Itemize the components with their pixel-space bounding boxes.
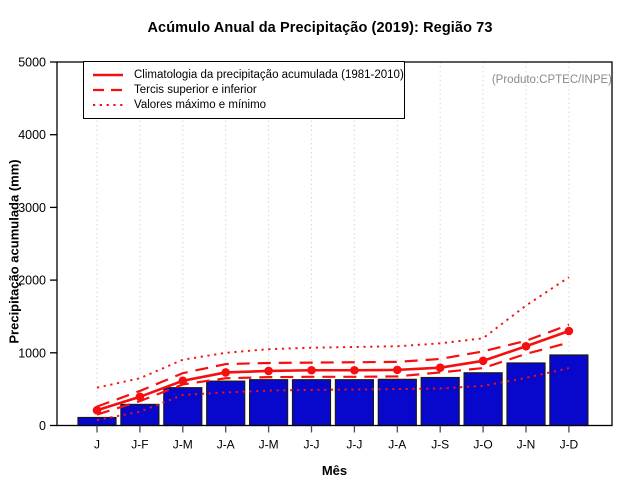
extreme-line [96, 367, 570, 421]
climatology-point [435, 363, 445, 373]
climatology-point [178, 376, 188, 386]
tercile-line [96, 323, 570, 408]
x-tick-label: J-F [131, 438, 148, 452]
x-tick-label: J-O [473, 438, 492, 452]
bar [206, 380, 246, 427]
legend-item-label: Climatologia da precipitação acumulada (… [134, 68, 404, 81]
y-tick-label: 1000 [18, 346, 46, 360]
x-tick-label: J-A [388, 438, 406, 452]
y-tick-label: 0 [39, 419, 46, 433]
legend-line-sample-solid [92, 66, 124, 84]
tercile-line [96, 341, 570, 416]
x-tick-label: J-M [259, 438, 279, 452]
climatology-point [564, 326, 574, 336]
bar [549, 354, 589, 427]
x-axis-label: Mês [321, 463, 348, 478]
bar [463, 372, 503, 427]
legend-item-label: Valores máximo e mínimo [134, 98, 267, 111]
x-tick-label: J-J [346, 438, 362, 452]
y-tick-label: 2000 [18, 274, 46, 288]
legend-line-sample-dashed [92, 81, 124, 99]
climatology-point [307, 365, 316, 375]
x-tick-label: J-J [304, 438, 320, 452]
y-tick-label: 5000 [18, 56, 46, 70]
x-tick-label: J-A [217, 438, 235, 452]
legend-item: Valores máximo e mínimo [92, 97, 396, 112]
x-tick-label: J-S [431, 438, 449, 452]
climatology-point [221, 368, 230, 377]
climatology-point [92, 405, 102, 415]
bar [334, 379, 374, 427]
climatology-point [478, 356, 488, 366]
product-watermark: (Produto:CPTEC/INPE) [491, 74, 612, 86]
y-axis-label: Precipitação acumulada (mm) [6, 159, 22, 344]
legend-item-label: Tercis superior e inferior [134, 83, 257, 96]
y-tick-label: 3000 [18, 201, 46, 215]
bar [377, 378, 417, 427]
bar [291, 379, 332, 427]
x-tick-label: J-M [173, 438, 193, 452]
bar [77, 416, 117, 427]
x-tick-label: J-N [517, 438, 536, 452]
extreme-line [96, 276, 570, 389]
climatology-line [96, 329, 570, 412]
x-tick-label: J [94, 438, 100, 452]
climatology-point [521, 341, 531, 351]
climatology-point [393, 365, 402, 375]
bar [506, 362, 546, 427]
x-tick-label: J-D [560, 438, 579, 452]
y-tick-label: 4000 [18, 128, 46, 142]
legend-line-sample-dotted [92, 96, 124, 114]
legend-item: Climatologia da precipitação acumulada (… [92, 66, 404, 84]
climatology-point [264, 366, 273, 376]
bar [249, 379, 289, 427]
legend: Climatologia da precipitação acumulada (… [83, 61, 405, 119]
climatology-point [350, 365, 359, 375]
chart-title: Acúmulo Anual da Precipitação (2019): Re… [147, 20, 493, 36]
bar [120, 403, 160, 427]
climatology-point [135, 392, 145, 402]
bar [420, 376, 460, 427]
legend-item: Tercis superior e inferior [92, 82, 396, 97]
